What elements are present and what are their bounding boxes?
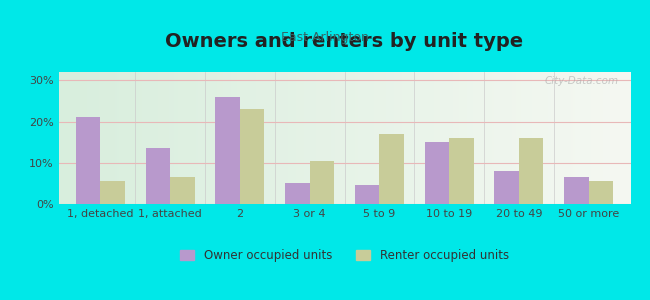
Bar [564,177,589,204]
Bar [519,138,543,204]
Bar [424,142,449,204]
Bar [285,183,309,204]
Bar [215,97,240,204]
Title: Owners and renters by unit type: Owners and renters by unit type [166,32,523,51]
Bar [355,185,380,204]
Bar [495,171,519,204]
Text: East Arlington: East Arlington [281,32,369,44]
Bar [146,148,170,204]
Bar [380,134,404,204]
Text: City-Data.com: City-Data.com [545,76,619,86]
Bar [170,177,194,204]
Bar [449,138,474,204]
Bar [589,181,613,204]
Bar [240,109,265,204]
Legend: Owner occupied units, Renter occupied units: Owner occupied units, Renter occupied un… [176,244,514,267]
Bar [76,117,100,204]
Bar [100,181,125,204]
Bar [309,161,334,204]
